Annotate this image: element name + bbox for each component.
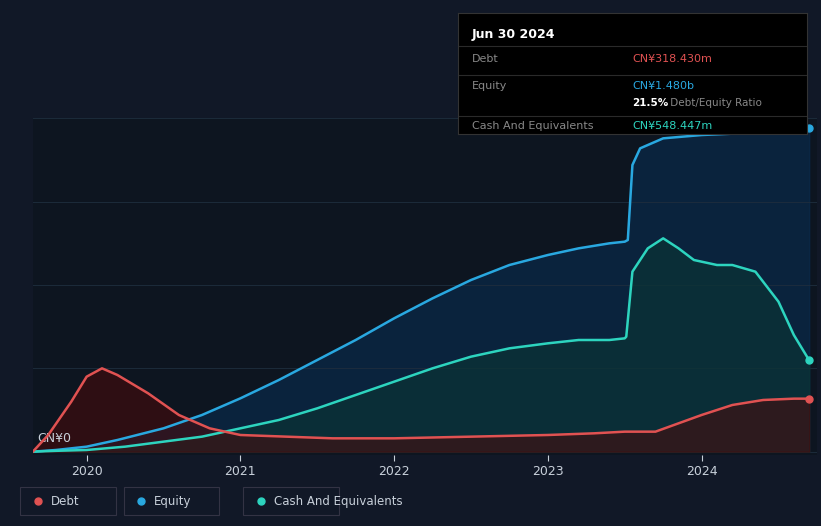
Text: CN¥0: CN¥0 [37,432,71,445]
Text: CN¥318.430m: CN¥318.430m [633,54,713,64]
Text: 21.5%: 21.5% [633,98,669,108]
Text: Cash And Equivalents: Cash And Equivalents [273,494,402,508]
Text: CN¥548.447m: CN¥548.447m [633,120,713,130]
Text: Jun 30 2024: Jun 30 2024 [472,28,556,41]
Text: CN¥1.480b: CN¥1.480b [633,80,695,91]
Text: Cash And Equivalents: Cash And Equivalents [472,120,594,130]
Text: Equity: Equity [472,80,507,91]
Text: Debt/Equity Ratio: Debt/Equity Ratio [667,98,763,108]
Text: Debt: Debt [51,494,80,508]
Text: Equity: Equity [154,494,191,508]
Text: Debt: Debt [472,54,499,64]
